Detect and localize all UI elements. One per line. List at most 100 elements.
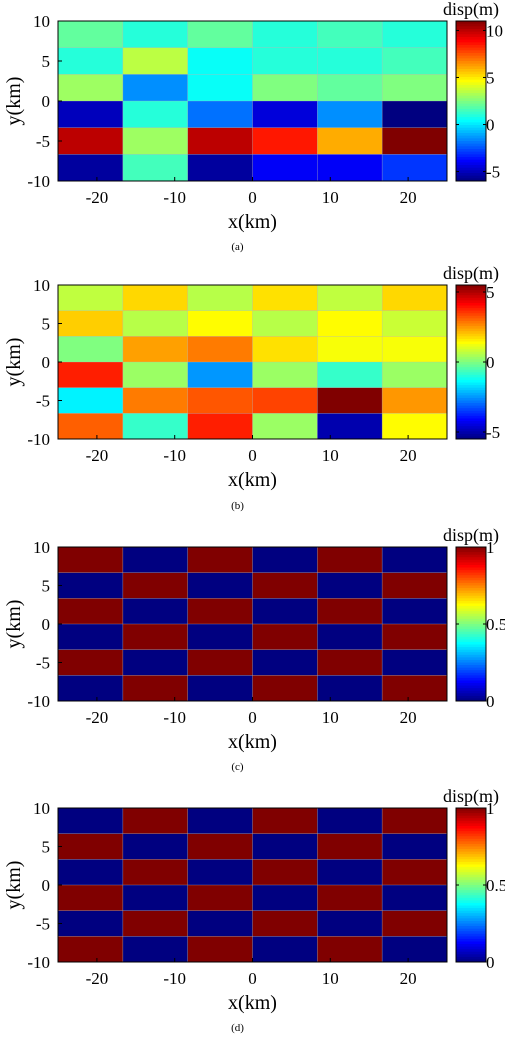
colorbar-slice <box>456 828 486 832</box>
colorbar-tick-label: 0.5 <box>486 615 505 634</box>
x-tick-label: -10 <box>163 188 186 207</box>
colorbar-slice <box>456 897 486 901</box>
heatmap-cell <box>122 675 189 702</box>
panel-caption: (a) <box>231 241 244 253</box>
colorbar-slice <box>456 652 486 656</box>
colorbar-slice <box>456 392 486 396</box>
heatmap-cell <box>58 649 124 676</box>
x-tick-label: 10 <box>322 969 339 988</box>
colorbar-slice <box>456 154 486 158</box>
colorbar-slice <box>456 77 486 81</box>
colorbar-slice <box>456 695 486 699</box>
colorbar-slice <box>456 680 486 684</box>
colorbar-slice <box>456 621 486 625</box>
colorbar-slice <box>456 23 486 27</box>
colorbar-slice <box>456 918 486 922</box>
colorbar-slice <box>456 810 486 814</box>
heatmap-cell <box>252 885 318 912</box>
colorbar-slice <box>456 647 486 651</box>
heatmap-cell <box>187 859 253 886</box>
heatmap-cell <box>252 859 318 886</box>
colorbar-slice <box>456 944 486 948</box>
heatmap-cell <box>58 675 124 702</box>
heatmap-cell <box>382 47 448 75</box>
heatmap-cell <box>122 624 189 651</box>
heatmap-cell <box>187 101 253 129</box>
colorbar-slice <box>456 683 486 687</box>
colorbar-tick-label: 5 <box>486 68 495 87</box>
colorbar-slice <box>456 31 486 35</box>
heatmap-cell <box>58 413 124 440</box>
heatmap-cell <box>187 547 253 574</box>
colorbar-slice <box>456 634 486 638</box>
colorbar-slice <box>456 838 486 842</box>
colorbar-slice <box>456 856 486 860</box>
heatmap-cell <box>382 387 448 414</box>
y-tick-label: 10 <box>33 799 50 818</box>
colorbar-slice <box>456 657 486 661</box>
colorbar-slice <box>456 588 486 592</box>
colorbar-slice <box>456 34 486 38</box>
x-axis-label: x(km) <box>228 211 277 233</box>
heatmap-cell <box>317 598 383 625</box>
colorbar-slice <box>456 624 486 628</box>
colorbar-slice <box>456 593 486 597</box>
colorbar-slice <box>456 872 486 876</box>
heatmap-cell <box>58 310 124 337</box>
colorbar-slice <box>456 313 486 317</box>
y-tick-label: -5 <box>36 654 50 673</box>
colorbar-slice <box>456 408 486 412</box>
heatmap-cell <box>58 154 124 182</box>
colorbar-slice <box>456 946 486 950</box>
colorbar-slice <box>456 323 486 327</box>
y-tick-label: 5 <box>42 315 51 334</box>
colorbar-tick-label: 0 <box>486 353 495 372</box>
heatmap-cell <box>187 624 253 651</box>
heatmap-cell <box>317 572 383 599</box>
colorbar-slice <box>456 418 486 422</box>
y-tick-label: 10 <box>33 538 50 557</box>
colorbar-slice <box>456 58 486 62</box>
colorbar-slice <box>456 672 486 676</box>
colorbar-slice <box>456 954 486 958</box>
heatmap-cell <box>187 649 253 676</box>
colorbar-slice <box>456 567 486 571</box>
colorbar-slice <box>456 570 486 574</box>
heatmap-cell <box>58 624 124 651</box>
colorbar-slice <box>456 575 486 579</box>
colorbar-slice <box>456 318 486 322</box>
colorbar-tick-label: 0 <box>486 116 495 135</box>
colorbar-tick-label: 1 <box>486 538 495 557</box>
heatmap-cell <box>58 885 124 912</box>
colorbar-slice <box>456 71 486 75</box>
colorbar-slice <box>456 175 486 179</box>
colorbar-slice <box>456 66 486 70</box>
colorbar-slice <box>456 813 486 817</box>
heatmap-cell <box>58 285 124 312</box>
heatmap-cell <box>122 74 189 102</box>
colorbar-slice <box>456 900 486 904</box>
y-axis-label: y(km) <box>3 861 25 910</box>
colorbar-slice <box>456 292 486 296</box>
colorbar-slice <box>456 53 486 57</box>
heatmap-cell <box>317 833 383 860</box>
y-axis-label: y(km) <box>3 77 25 126</box>
heatmap-cell <box>187 808 253 835</box>
heatmap-cell <box>58 336 124 363</box>
heatmap-cell <box>317 624 383 651</box>
colorbar-slice <box>456 562 486 566</box>
x-axis-label: x(km) <box>228 992 277 1014</box>
heatmap-cell <box>122 21 189 49</box>
heatmap-cell <box>382 649 448 676</box>
heatmap-cell <box>122 310 189 337</box>
colorbar-slice <box>456 333 486 337</box>
colorbar-slice <box>456 125 486 129</box>
heatmap-cell <box>187 387 253 414</box>
x-tick-label: -20 <box>86 708 109 727</box>
colorbar-slice <box>456 659 486 663</box>
colorbar-slice <box>456 941 486 945</box>
colorbar-slice <box>456 577 486 581</box>
colorbar-slice <box>456 359 486 363</box>
colorbar-slice <box>456 372 486 376</box>
heatmap-cell <box>58 910 124 937</box>
